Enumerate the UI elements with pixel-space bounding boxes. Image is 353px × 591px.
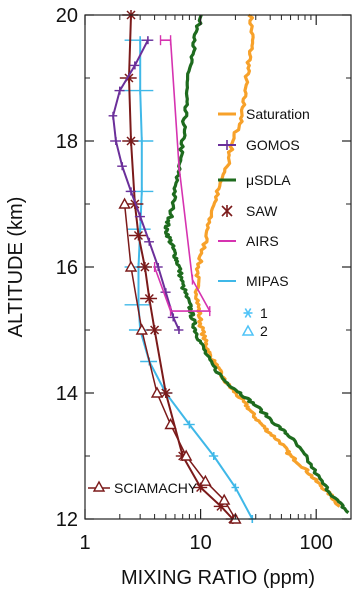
data-point (179, 449, 193, 461)
legend-item-mipas-2: 2 (241, 323, 268, 339)
y-axis-title: ALTITUDE (km) (5, 197, 27, 338)
legend-label: Saturation (246, 106, 310, 122)
legend-label: 2 (260, 323, 268, 339)
triangle-icon (241, 324, 255, 336)
y-tick-label: 18 (56, 131, 78, 153)
y-tick-label: 14 (56, 383, 78, 405)
legend-item-mipas-1: 1 (243, 305, 268, 321)
legend-item-sciamachy: SCIAMACHY (88, 480, 198, 496)
series-usdla (163, 14, 350, 514)
legend-label: SCIAMACHY (114, 480, 198, 496)
asterisk-icon (244, 308, 252, 318)
series-line (163, 14, 350, 514)
legend-label: AIRS (246, 233, 279, 249)
legend-item-saw: SAW (221, 203, 278, 219)
triangle-icon (92, 480, 106, 492)
legend-label: μSDLA (246, 172, 291, 188)
y-tick-label: 20 (56, 5, 78, 27)
data-point (164, 418, 177, 430)
data-point (199, 474, 212, 486)
x-tick-label: 1 (79, 532, 90, 554)
data-point (150, 386, 164, 398)
y-tick-label: 16 (56, 257, 78, 279)
series-layer (108, 10, 350, 524)
legend-item-airs: AIRS (218, 233, 279, 249)
legend: Saturation GOMOS μSDLA SAW AIRS MIPAS 1 2 SCIAMA… (88, 106, 310, 496)
x-axis-title: MIXING RATIO (ppm) (121, 567, 315, 589)
legend-label: SAW (246, 203, 278, 219)
x-tick-label: 100 (300, 532, 333, 554)
series-gomos (108, 36, 184, 334)
legend-item-saturation: Saturation (218, 106, 310, 122)
data-point (124, 260, 138, 272)
data-point (118, 197, 131, 209)
data-point (218, 493, 231, 505)
legend-label: MIPAS (246, 273, 289, 289)
legend-item-gomos: GOMOS (218, 137, 300, 153)
legend-item-usdla: μSDLA (218, 172, 291, 188)
series-saturation (193, 13, 341, 508)
series-line (193, 13, 341, 508)
y-tick-label: 12 (56, 509, 78, 531)
legend-item-mipas: MIPAS (218, 273, 289, 289)
series-airs (153, 35, 212, 317)
x-tick-label: 10 (189, 532, 211, 554)
legend-label: 1 (260, 305, 268, 321)
legend-label: GOMOS (246, 137, 300, 153)
data-point (135, 323, 148, 335)
